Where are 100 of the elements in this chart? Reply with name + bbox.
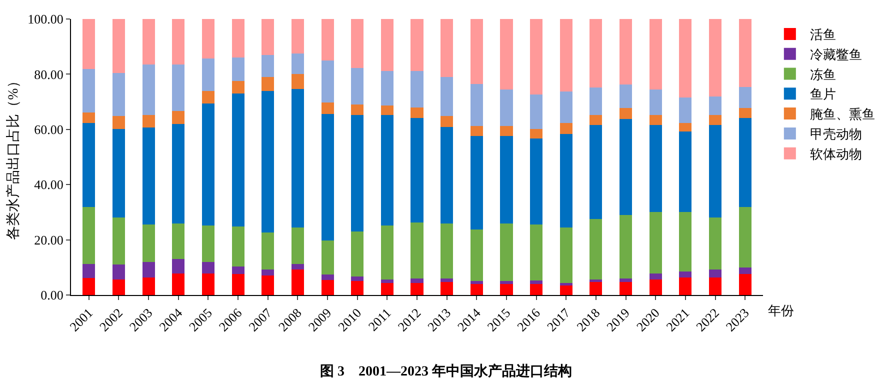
bar xyxy=(380,283,394,295)
bar xyxy=(410,278,424,284)
bar xyxy=(470,281,483,284)
bar xyxy=(560,92,572,124)
bar xyxy=(560,228,572,284)
bar xyxy=(112,218,125,265)
bar xyxy=(410,107,424,118)
bar xyxy=(112,19,125,73)
bar xyxy=(112,116,125,129)
bar xyxy=(560,123,572,134)
bar xyxy=(738,268,752,274)
bar xyxy=(202,90,214,104)
bar xyxy=(232,94,244,227)
bar xyxy=(380,71,394,106)
x-tick-label: 2001 xyxy=(66,305,96,334)
bar xyxy=(262,232,274,270)
bar xyxy=(530,280,543,284)
bar xyxy=(82,278,96,295)
bar xyxy=(620,278,632,282)
bar xyxy=(530,284,543,295)
bar xyxy=(500,19,513,90)
bar xyxy=(500,224,513,282)
legend-label: 软体动物 xyxy=(810,146,862,162)
bar xyxy=(500,284,513,295)
bar xyxy=(262,55,274,77)
bar xyxy=(440,278,454,282)
bar xyxy=(440,116,454,127)
bar xyxy=(738,19,752,87)
bar xyxy=(82,123,96,207)
bar xyxy=(232,19,244,58)
bar xyxy=(82,19,96,69)
bar xyxy=(172,19,185,64)
bar xyxy=(380,226,394,280)
bar xyxy=(351,276,364,282)
bar xyxy=(321,274,334,280)
bar xyxy=(291,74,304,89)
bar xyxy=(500,126,513,136)
bar xyxy=(202,58,214,91)
bar xyxy=(590,282,602,295)
y-tick-label: 80.00 xyxy=(34,66,64,82)
bar xyxy=(351,232,364,277)
legend-label: 活鱼 xyxy=(810,27,836,42)
bar xyxy=(291,19,304,54)
bar xyxy=(82,68,96,112)
bar xyxy=(112,128,125,218)
legend-label: 冻鱼 xyxy=(810,66,836,82)
bar xyxy=(202,19,214,58)
bar xyxy=(291,54,304,74)
bar xyxy=(738,118,752,207)
legend-label: 甲壳动物 xyxy=(810,126,862,142)
y-tick-label: 20.00 xyxy=(34,232,64,248)
bar xyxy=(738,108,752,118)
bar xyxy=(649,273,662,280)
bar xyxy=(351,19,364,68)
bar xyxy=(470,230,483,282)
bar xyxy=(738,274,752,295)
x-tick-label: 2011 xyxy=(365,305,394,334)
legend-label: 冷藏鳖鱼 xyxy=(810,46,862,62)
bar xyxy=(709,218,722,270)
bar xyxy=(142,64,155,116)
bar xyxy=(172,64,185,112)
bar xyxy=(202,262,214,274)
bar xyxy=(470,126,483,136)
bar xyxy=(530,128,543,139)
bar xyxy=(351,68,364,104)
bar xyxy=(530,19,543,95)
bar xyxy=(590,88,602,116)
bar xyxy=(470,19,483,84)
bar xyxy=(142,127,155,225)
x-tick-label: 2021 xyxy=(663,305,692,334)
bar xyxy=(172,258,185,274)
bar xyxy=(262,76,274,91)
bar xyxy=(649,19,662,90)
bar xyxy=(172,124,185,224)
bar xyxy=(649,90,662,116)
bar xyxy=(380,105,394,116)
bar xyxy=(560,19,572,92)
text: 图 3 2001—2023 年中国水产品进口结构 xyxy=(320,362,572,380)
bar xyxy=(321,280,334,295)
bar xyxy=(232,226,244,267)
bar xyxy=(560,285,572,295)
bar xyxy=(410,19,424,72)
bar xyxy=(709,115,722,125)
bar xyxy=(262,275,274,295)
bar xyxy=(82,264,96,278)
bar xyxy=(410,71,424,108)
bar xyxy=(142,262,155,278)
bar xyxy=(709,19,722,97)
bar xyxy=(560,134,572,228)
bar xyxy=(172,224,185,259)
bar xyxy=(530,94,543,129)
bar xyxy=(649,115,662,125)
bar xyxy=(679,277,692,295)
bar xyxy=(709,124,722,218)
bar xyxy=(620,118,632,215)
bar xyxy=(709,277,722,295)
bar xyxy=(410,283,424,295)
bar xyxy=(620,19,632,85)
bar xyxy=(679,98,692,124)
legend-label: 腌鱼、熏鱼 xyxy=(810,106,875,122)
